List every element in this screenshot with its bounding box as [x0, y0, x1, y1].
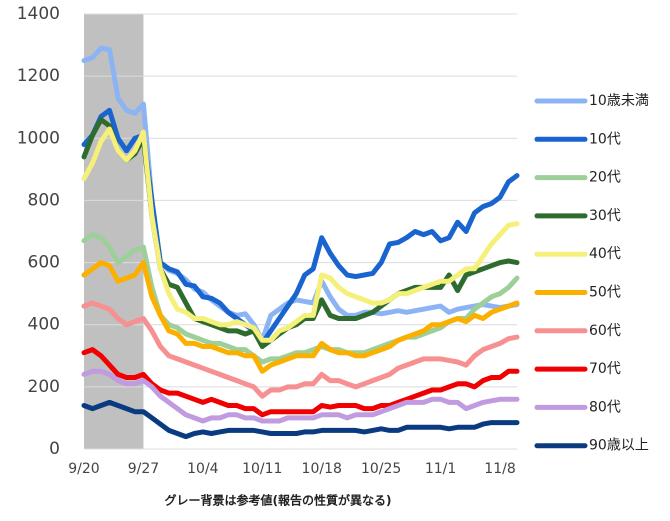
y-tick-label: 600: [28, 253, 60, 273]
y-tick-label: 400: [28, 315, 60, 335]
legend-label: 10代: [589, 131, 621, 147]
series-line: [81, 300, 520, 399]
legend-label: 50代: [589, 285, 621, 301]
legend-label: 20代: [589, 170, 621, 186]
x-tick-label: 11/1: [425, 461, 456, 477]
legend-label: 60代: [589, 323, 621, 339]
legend-label: 80代: [589, 399, 621, 415]
chart-note: グレー背景は参考値(報告の性質が異なる): [165, 493, 392, 508]
y-tick-label: 1200: [17, 66, 60, 86]
y-tick-label: 800: [28, 190, 60, 210]
series-line: [81, 347, 520, 418]
x-tick-label: 10/25: [361, 461, 401, 477]
series-line: [81, 368, 520, 424]
legend-label: 90歳以上: [589, 438, 649, 454]
series-line: [81, 399, 520, 440]
series-line: [81, 260, 520, 374]
x-tick-label: 11/8: [484, 461, 515, 477]
y-tick-label: 1400: [17, 4, 60, 24]
x-tick-label: 10/4: [187, 461, 219, 477]
legend-label: 40代: [589, 246, 621, 262]
legend-label: 30代: [589, 208, 621, 224]
x-tick-label: 9/27: [128, 461, 159, 477]
legend-label: 10歳未満: [589, 93, 649, 109]
y-tick-label: 0: [49, 439, 60, 459]
series-line: [81, 126, 520, 343]
x-tick-label: 9/20: [68, 461, 99, 477]
legend-label: 70代: [589, 361, 621, 377]
x-tick-label: 10/11: [242, 461, 282, 477]
x-tick-label: 10/18: [302, 461, 342, 477]
y-tick-label: 1000: [17, 128, 60, 148]
y-tick-label: 200: [28, 377, 60, 397]
